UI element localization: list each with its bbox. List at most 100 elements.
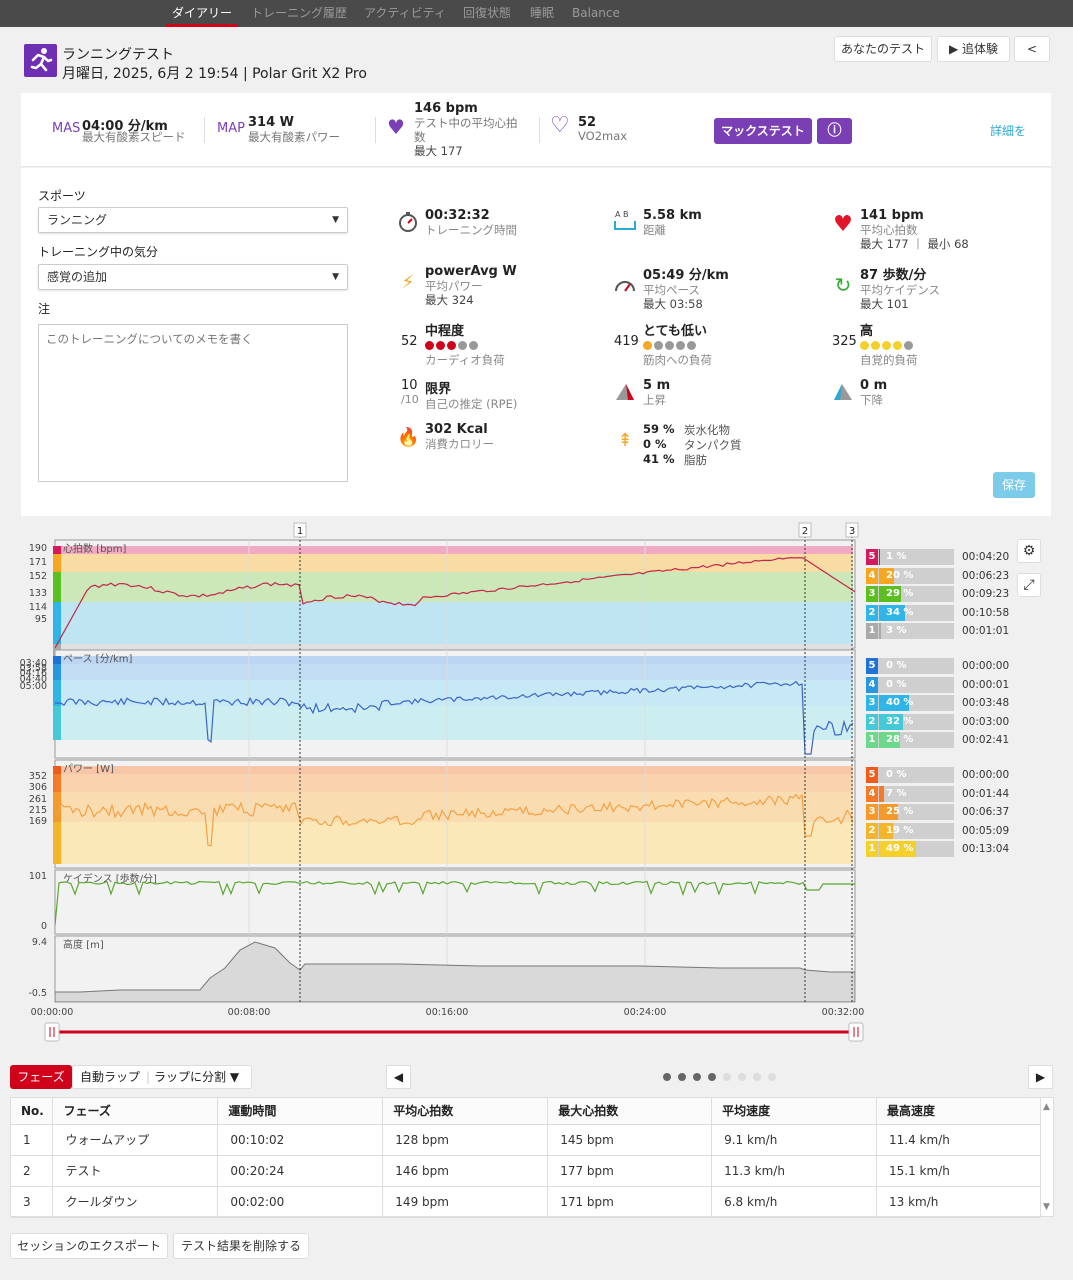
- zone-strip: [53, 766, 61, 774]
- table-cell: 3: [11, 1186, 54, 1218]
- zone-row: 5 0 %: [866, 658, 954, 674]
- muscle-load-dots: [643, 339, 712, 353]
- tab-autolap[interactable]: 自動ラップ: [80, 1070, 141, 1084]
- table-cell: 171 bpm: [547, 1186, 713, 1218]
- table-cell: 145 bpm: [547, 1124, 713, 1156]
- divider: [375, 117, 376, 143]
- feeling-label: トレーニング中の気分: [38, 245, 159, 259]
- zone-strip: [53, 822, 61, 864]
- zone-fill-bar: [879, 804, 898, 820]
- col-avg-speed: 平均速度: [711, 1098, 878, 1125]
- table-cell: 6.8 km/h: [711, 1186, 878, 1218]
- chart-panel-title: 心拍数 [bpm]: [63, 542, 127, 555]
- top-nav: ダイアリー トレーニング履歴 アクティビティ 回復状態 睡眠 Balance: [0, 0, 1073, 27]
- scroll-up-icon[interactable]: ▲: [1043, 1102, 1050, 1112]
- chart-settings-button[interactable]: ⚙: [1017, 539, 1041, 563]
- prev-page-button[interactable]: ◀: [386, 1065, 411, 1089]
- tab-diary[interactable]: ダイアリー: [166, 0, 239, 27]
- note-textarea[interactable]: [38, 324, 348, 482]
- replay-button[interactable]: ▶ 追体験: [937, 36, 1010, 62]
- tab-sleep[interactable]: 睡眠: [530, 6, 555, 20]
- tab-balance[interactable]: Balance: [572, 6, 620, 20]
- zone-percent: 34 %: [886, 606, 914, 618]
- details-link[interactable]: 詳細を: [990, 124, 1027, 138]
- map-label: MAP: [217, 121, 245, 136]
- sport-select[interactable]: ランニング ▼: [38, 207, 348, 233]
- cadence-max: 最大 101: [860, 297, 909, 311]
- y-tick-label: 352: [29, 771, 47, 782]
- y-tick-label: 101: [29, 871, 47, 882]
- y-tick-label: 04:40: [20, 674, 47, 685]
- zone-fill-bar: [879, 841, 916, 857]
- ascent-label: 上昇: [643, 393, 666, 407]
- save-button[interactable]: 保存: [993, 472, 1035, 498]
- next-page-button[interactable]: ▶: [1028, 1065, 1053, 1089]
- zone-time: 00:03:00: [962, 715, 1010, 728]
- scroll-down-icon[interactable]: ▼: [1043, 1202, 1050, 1212]
- tab-recovery[interactable]: 回復状態: [463, 6, 512, 20]
- chart-expand-button[interactable]: ⤢: [1017, 573, 1041, 597]
- info-button[interactable]: ⓘ: [817, 118, 852, 144]
- zone-number: 4: [866, 567, 878, 584]
- share-button[interactable]: <: [1014, 36, 1050, 62]
- zone-row: 4 7 %: [866, 785, 954, 802]
- zone-row: 4 0 %: [866, 676, 954, 693]
- fat-pct: 41 %: [643, 452, 675, 466]
- y-tick-label: 03:40: [20, 658, 47, 669]
- range-slider-handle[interactable]: [848, 1022, 864, 1042]
- zone-row: 1 3 %: [866, 623, 954, 639]
- sport-label: スポーツ: [38, 189, 86, 203]
- export-session-button[interactable]: セッションのエクスポート: [10, 1233, 168, 1259]
- zone-band: [57, 792, 853, 822]
- zone-time: 00:00:01: [962, 678, 1010, 691]
- zone-band: [57, 664, 853, 680]
- zone-fill-bar: [879, 822, 894, 839]
- table-row[interactable]: 1 ウォームアップ 00:10:02 128 bpm 145 bpm 9.1 km/h 11…: [11, 1124, 1041, 1156]
- zone-time: 00:09:23: [962, 588, 1010, 600]
- zone-fill-bar: [879, 549, 880, 565]
- zone-band: [57, 602, 853, 644]
- zone-time: 00:13:04: [962, 843, 1010, 855]
- avg-hr-value: 141 bpm: [860, 208, 924, 223]
- power-bolt-icon: ⚡: [401, 272, 415, 293]
- perceived-load-label: 自覚的負荷: [860, 353, 918, 367]
- table-cell: 15.1 km/h: [876, 1155, 1041, 1187]
- cardio-load-dots: [425, 339, 505, 353]
- tab-phase[interactable]: フェーズ: [10, 1065, 72, 1089]
- table-cell: ウォームアップ: [52, 1124, 219, 1156]
- rpe-level: 限界: [425, 382, 452, 397]
- test-hr-desc-2: 数: [414, 130, 426, 144]
- zone-row: 5 1 %: [866, 549, 954, 565]
- sport-value: ランニング: [47, 213, 108, 227]
- zone-fill-bar: [879, 732, 900, 748]
- play-icon: ▶: [948, 42, 959, 56]
- zone-strip: [53, 680, 61, 706]
- pace-max: 最大 03:58: [643, 297, 703, 311]
- zone-band: [57, 766, 853, 774]
- zone-row: 3 25 %: [866, 804, 954, 820]
- protein-pct: 0 %: [643, 437, 667, 451]
- x-tick-label: 00:24:00: [624, 1007, 667, 1018]
- max-test-button[interactable]: マックステスト: [714, 118, 812, 144]
- mas-desc: 最大有酸素スピード: [82, 130, 186, 144]
- tab-activity[interactable]: アクティビティ: [364, 6, 446, 20]
- table-cell: 11.3 km/h: [711, 1155, 878, 1187]
- y-tick-label: 169: [29, 816, 47, 827]
- range-slider-handle[interactable]: [44, 1022, 60, 1042]
- zone-row: 3 29 %: [866, 586, 954, 602]
- tab-training-history[interactable]: トレーニング履歴: [251, 6, 348, 20]
- zone-percent: 20 %: [886, 569, 914, 581]
- your-tests-button[interactable]: あなたのテスト: [834, 36, 932, 62]
- table-row[interactable]: 2 テスト 00:20:24 146 bpm 177 bpm 11.3 km/h 15.1 …: [11, 1155, 1041, 1187]
- descent-icon: [832, 380, 854, 402]
- zone-number: 2: [866, 822, 878, 839]
- delete-test-button[interactable]: テスト結果を削除する: [173, 1233, 309, 1259]
- table-row[interactable]: 3 クールダウン 00:02:00 149 bpm 171 bpm 6.8 km/h 13 …: [11, 1186, 1041, 1218]
- duration-label: トレーニング時間: [425, 223, 517, 237]
- tab-split[interactable]: ラップに分割 ▼: [154, 1065, 239, 1089]
- feeling-select[interactable]: 感覚の追加 ▼: [38, 264, 348, 290]
- power-label: 平均パワー: [425, 279, 483, 293]
- lap-marker-label: 1: [297, 526, 303, 537]
- chart-panel-title: 高度 [m]: [63, 938, 104, 951]
